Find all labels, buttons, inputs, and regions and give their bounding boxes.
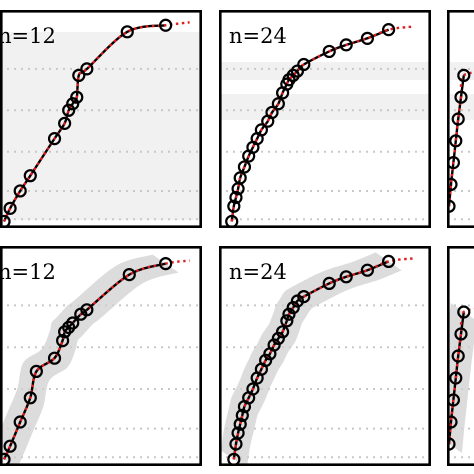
data-point — [13, 415, 27, 429]
panel-frame — [219, 10, 431, 228]
data-point — [122, 268, 136, 282]
data-point — [276, 325, 290, 339]
data-point — [72, 68, 86, 83]
data-point — [271, 331, 285, 345]
sample-size-label: n=12 — [0, 260, 56, 284]
panel-frame — [446, 246, 474, 466]
data-point — [233, 417, 247, 431]
data-point — [254, 123, 268, 137]
data-point — [360, 263, 374, 277]
data-point — [13, 184, 27, 198]
data-point — [237, 160, 252, 174]
fit-line — [2, 24, 166, 223]
fit-line — [230, 28, 390, 222]
data-point — [322, 44, 336, 59]
data-point — [23, 391, 37, 405]
data-point — [80, 303, 94, 317]
data-point — [267, 338, 281, 352]
data-point — [62, 103, 76, 117]
data-point — [286, 301, 300, 315]
uncertainty-band — [219, 94, 431, 120]
data-point — [282, 307, 296, 321]
data-point — [80, 62, 94, 76]
uncertainty-band — [0, 32, 202, 220]
data-point — [447, 415, 458, 429]
sample-size-label: n=24 — [229, 260, 287, 284]
data-point — [229, 190, 243, 205]
panel-top-left — [0, 18, 202, 228]
data-point — [451, 112, 465, 126]
data-point — [235, 408, 249, 422]
panel-bottom-middle — [219, 252, 431, 466]
data-point — [231, 426, 245, 440]
data-point — [259, 353, 273, 367]
data-point — [23, 169, 37, 183]
panel-top-right — [447, 62, 474, 221]
sample-size-label: n=12 — [0, 24, 56, 48]
panel-frame — [0, 10, 202, 228]
data-point — [246, 382, 260, 396]
panel-top-middle — [219, 23, 431, 228]
data-point — [457, 305, 471, 319]
data-point — [159, 18, 173, 32]
data-point — [297, 57, 311, 72]
data-point — [339, 270, 353, 284]
data-point — [47, 351, 62, 365]
data-point — [265, 105, 279, 120]
data-point — [271, 97, 285, 111]
data-point — [3, 439, 17, 453]
data-point — [233, 171, 247, 185]
data-point — [56, 334, 70, 348]
data-point — [339, 38, 353, 52]
reference-line — [232, 257, 413, 460]
data-point — [454, 90, 468, 104]
data-point — [297, 290, 311, 304]
panel-frame — [446, 10, 474, 228]
data-point — [3, 201, 17, 215]
data-point — [47, 132, 62, 146]
panel-bottom-right — [447, 303, 474, 459]
data-point — [457, 68, 471, 83]
data-point — [451, 349, 465, 363]
data-point — [449, 371, 463, 385]
sample-size-label: n=24 — [229, 24, 287, 48]
panel-frame — [0, 246, 202, 466]
data-point — [280, 314, 294, 328]
data-point — [454, 327, 468, 341]
data-point — [322, 276, 336, 290]
panel-frame — [219, 246, 431, 466]
data-point — [227, 199, 241, 213]
data-point — [382, 254, 396, 268]
data-point — [449, 134, 463, 148]
data-point — [159, 257, 173, 271]
data-point — [66, 316, 80, 330]
data-point — [58, 116, 72, 130]
reference-line — [230, 25, 413, 222]
data-point — [120, 25, 134, 39]
data-point — [360, 31, 374, 45]
data-point — [66, 97, 80, 111]
uncertainty-ribbon — [0, 254, 179, 466]
uncertainty-ribbon — [220, 252, 402, 466]
data-point — [70, 90, 84, 104]
panel-bottom-left — [0, 254, 202, 466]
data-point — [447, 177, 458, 191]
reference-line — [2, 21, 190, 223]
uncertainty-band — [219, 62, 431, 80]
data-point — [29, 364, 43, 378]
data-point — [382, 23, 396, 37]
